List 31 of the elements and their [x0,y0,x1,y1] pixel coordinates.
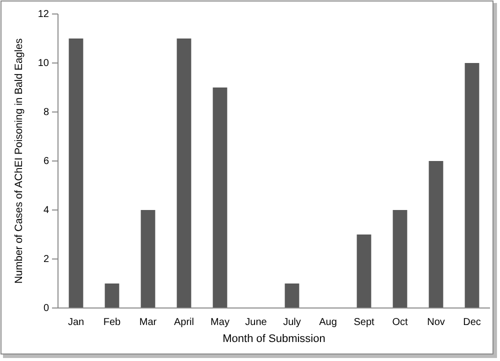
y-tick-label: 0 [43,303,50,314]
bar [140,210,156,308]
x-tick-label: Aug [319,317,337,328]
bar [392,210,408,308]
y-tick-label: 8 [43,107,50,118]
y-tick-label: 6 [43,156,50,168]
y-tick-label: 12 [38,9,50,20]
bar [284,284,300,308]
x-axis-title: Month of Submission [222,333,326,345]
x-tick-label: June [245,317,268,328]
x-tick-label: July [283,317,301,328]
bar [212,88,228,308]
y-tick-label: 4 [43,205,50,216]
y-tick-label: 2 [43,254,50,266]
x-tick-label: Nov [427,317,445,328]
bar [428,161,444,308]
x-tick-label: Sept [354,317,375,328]
x-tick-label: Jan [68,317,84,328]
x-tick-label: Oct [392,317,408,328]
bar [68,38,84,308]
y-axis-title: Number of Cases of AChEI Poisoning in Bald Eagles [13,38,25,284]
x-tick-label: Mar [139,317,158,328]
x-tick-label: Feb [103,317,122,328]
x-tick-label: May [210,317,230,328]
bar [104,284,120,308]
x-tick-label: Dec [463,317,481,328]
bar [176,38,192,308]
x-tick-label: April [174,317,194,328]
bar [464,63,480,308]
bar [356,234,372,308]
y-tick-label: 10 [38,58,50,70]
